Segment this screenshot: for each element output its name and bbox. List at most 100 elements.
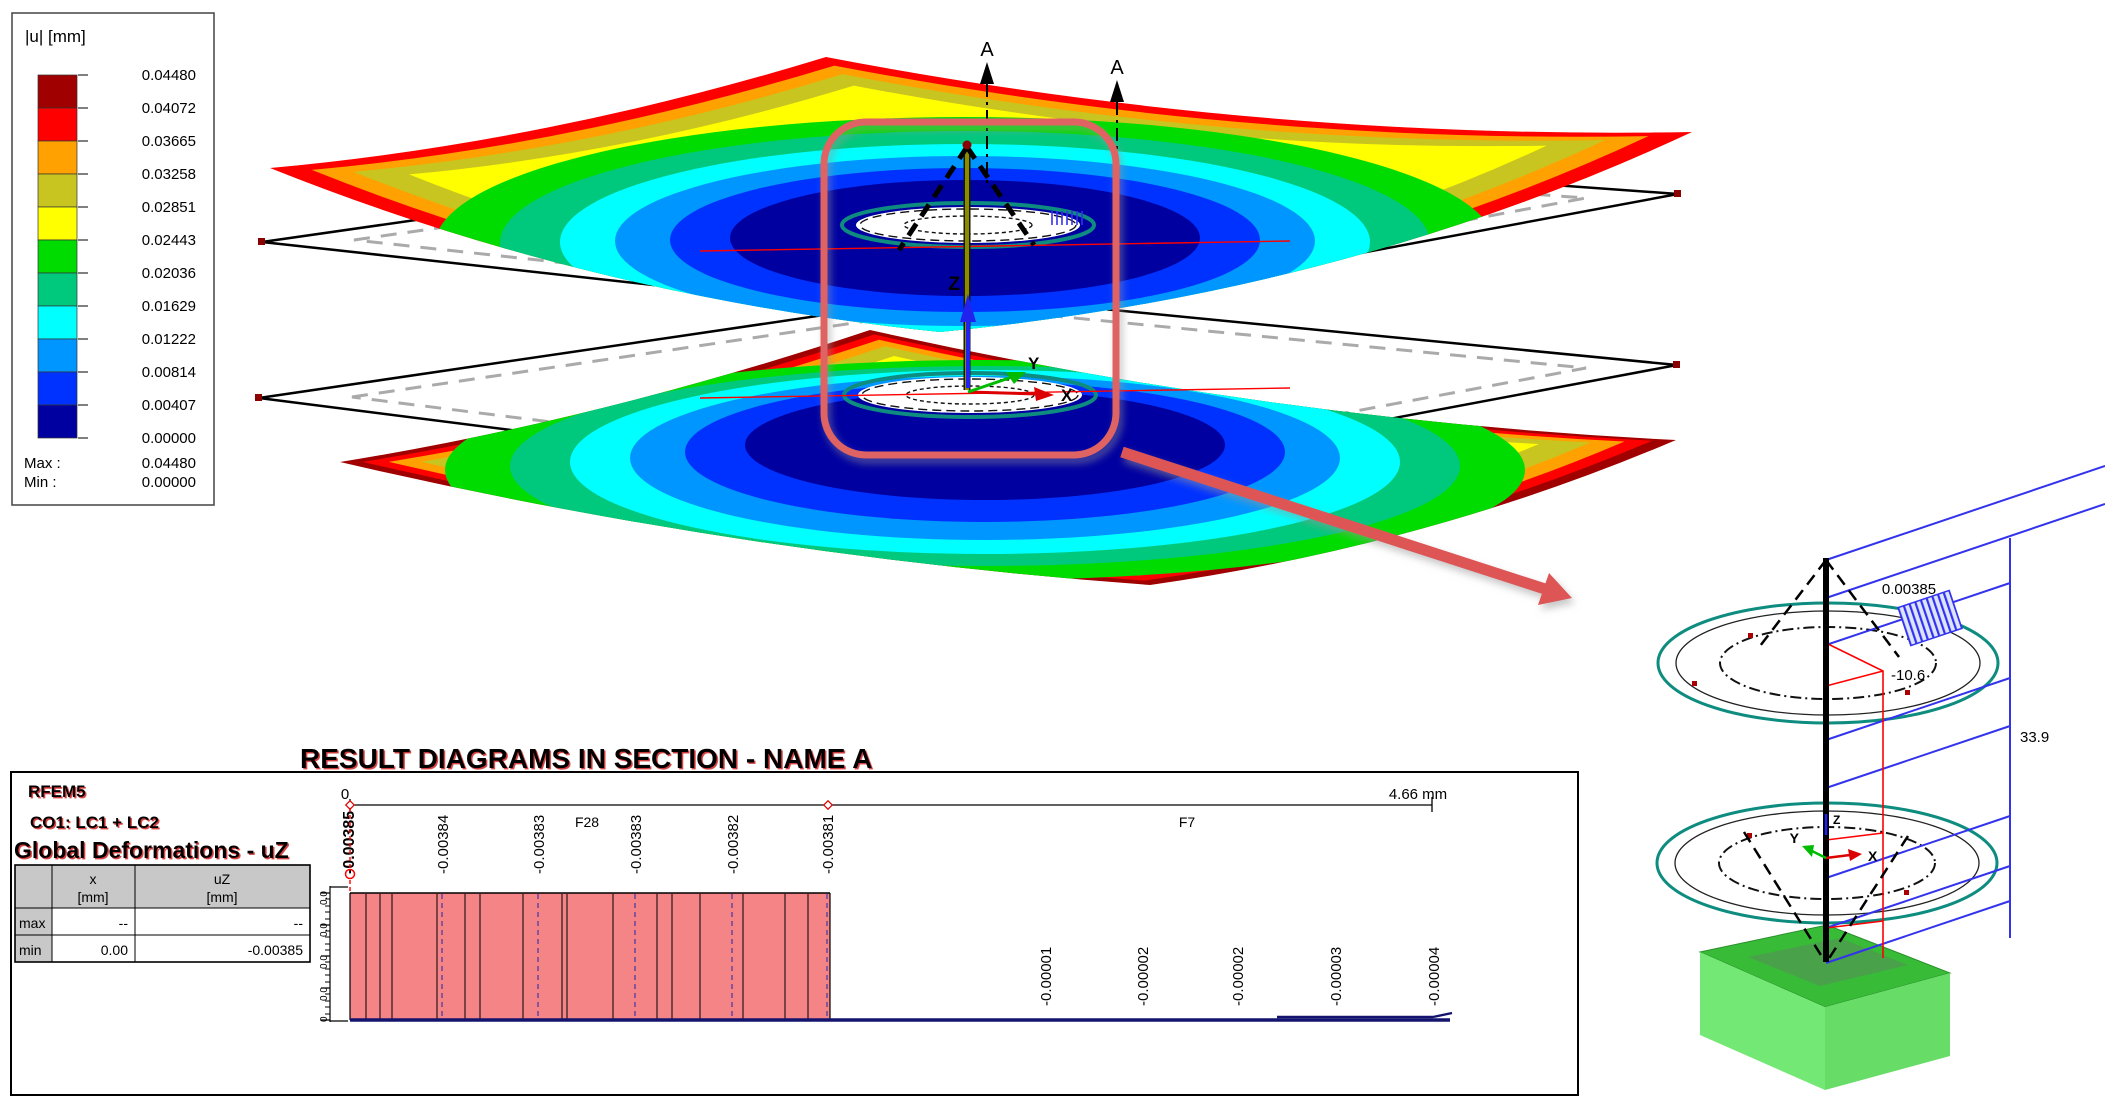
section-arrowhead-icon (980, 62, 994, 84)
svg-text:0: 0 (319, 1016, 330, 1022)
section-label-a1: A (980, 39, 994, 61)
legend-value: 0.00814 (142, 364, 196, 381)
svg-text:0.0: 0.0 (319, 891, 330, 905)
x-axis-label: X (1061, 386, 1073, 405)
bottom-hub (699, 371, 1291, 419)
y-axis-label: Y (1028, 354, 1040, 373)
svg-text:0.0: 0.0 (319, 923, 330, 937)
legend-value: 0.01629 (142, 298, 196, 315)
value-label: -0.00382 (725, 815, 742, 874)
legend-value: 0.04072 (142, 100, 196, 117)
x-axis (967, 390, 1039, 396)
legend-swatch (37, 107, 78, 142)
load-hatch-box (1897, 589, 1963, 647)
legend-value: 0.00000 (142, 430, 196, 447)
detail-top-value: 0.00385 (1882, 581, 1936, 598)
svg-text:0.0: 0.0 (319, 987, 330, 1001)
segment-label-f7: F7 (1179, 814, 1196, 830)
diagram-baseline (350, 1011, 1453, 1022)
legend-color-bar (37, 74, 88, 439)
area-fill (350, 893, 830, 1020)
table-col-x: x (90, 871, 97, 887)
detail-x-label: X (1868, 848, 1878, 864)
block-left-face (1700, 952, 1825, 1090)
callout-arrowhead-icon (1538, 573, 1572, 605)
node-marker (1674, 190, 1681, 197)
detail-right-value: 33.9 (2020, 729, 2049, 746)
legend-swatch (37, 305, 78, 340)
y-axis (967, 375, 1013, 394)
legend-min-label: Min : (24, 474, 57, 491)
fe-mesh-dividers (365, 894, 809, 1019)
red-dimension-lines (1825, 642, 1884, 958)
load-combination: CO1: LC1 + LC2 (30, 813, 159, 832)
z-axis-label: Z (948, 274, 960, 295)
section-arrowhead-icon (1110, 80, 1124, 102)
value-label: -0.00003 (1328, 947, 1345, 1006)
legend-value: 0.02443 (142, 232, 196, 249)
legend-title: |u| [mm] (25, 27, 86, 46)
legend-value: 0.01222 (142, 331, 196, 348)
legend-swatch (37, 206, 78, 241)
tripod-leg (896, 145, 970, 252)
y-arrowhead-icon (1006, 372, 1026, 384)
app-name: RFEM5 (28, 782, 86, 801)
node-marker (255, 394, 262, 401)
value-label: -0.00381 (820, 815, 837, 874)
detail-triad: Z X Y (1790, 813, 1878, 864)
value-label: -0.00002 (1230, 947, 1247, 1006)
legend-panel: |u| [mm] 0.04480 0.04072 0.03665 0.03258… (11, 12, 215, 506)
legend-max-value: 0.04480 (142, 455, 196, 472)
value-label: -0.00001 (1038, 947, 1055, 1006)
svg-text:0.0: 0.0 (319, 955, 330, 969)
detail-y-label: Y (1790, 830, 1800, 846)
table-col-x-unit: [mm] (77, 889, 108, 905)
diagram-ruler: 0.0 0.0 0.0 0.0 0 (319, 886, 348, 1022)
right-value-labels: -0.00001 -0.00002 -0.00002 -0.00003 -0.0… (1038, 947, 1443, 1006)
legend-swatch (37, 338, 78, 373)
section-label-a2: A (1110, 57, 1124, 79)
coordinate-triad: Z X Y (948, 274, 1073, 405)
legend-values: 0.04480 0.04072 0.03665 0.03258 0.02851 … (142, 67, 196, 447)
section-trace (699, 240, 1291, 252)
node-marker (1673, 361, 1680, 368)
min-value-label: -0.00385 (341, 811, 358, 874)
result-title: Global Deformations - uZ (14, 837, 289, 863)
legend-swatch (37, 371, 78, 406)
value-label: -0.00002 (1135, 947, 1152, 1006)
table-cell: -- (119, 915, 129, 931)
callout-arrow (1120, 446, 1572, 605)
section-diagram: 0 4.66 mm -0.00385 -0.00384 -0.00383 -0.… (319, 786, 1453, 1022)
table-cell: -0.00385 (248, 942, 303, 958)
legend-value: 0.02036 (142, 265, 196, 282)
legend-value: 0.04480 (142, 67, 196, 84)
legend-swatch (37, 404, 78, 439)
table-cell: -- (294, 915, 304, 931)
x-arrowhead-icon (1034, 387, 1054, 401)
segment-label-f28: F28 (575, 814, 599, 830)
tripod-leg (964, 145, 1037, 247)
node-diamond-icon (822, 799, 834, 811)
axis-end-label: 4.66 mm (1389, 786, 1447, 803)
section-markers: A A (980, 39, 1124, 318)
apex-node (962, 140, 972, 150)
legend-value: 0.03665 (142, 133, 196, 150)
legend-min-value: 0.00000 (142, 474, 196, 491)
legend-swatch (37, 140, 78, 175)
table-cell: 0.00 (101, 942, 128, 958)
deformation-area (349, 892, 831, 1020)
legend-ticks (78, 74, 88, 439)
table-row-label: max (19, 915, 45, 931)
value-label: -0.00004 (1426, 947, 1443, 1006)
legend-swatch (37, 239, 78, 274)
value-label: -0.00383 (531, 815, 548, 874)
node-diamond-icon (344, 799, 356, 811)
legend-value: 0.02851 (142, 199, 196, 216)
detail-z-label: Z (1833, 813, 1840, 827)
legend-value: 0.00407 (142, 397, 196, 414)
axis-start-label: 0 (341, 786, 349, 803)
ruler-labels: 0.0 0.0 0.0 0.0 0 (319, 891, 330, 1022)
blue-dimension-lines (1825, 465, 2105, 964)
